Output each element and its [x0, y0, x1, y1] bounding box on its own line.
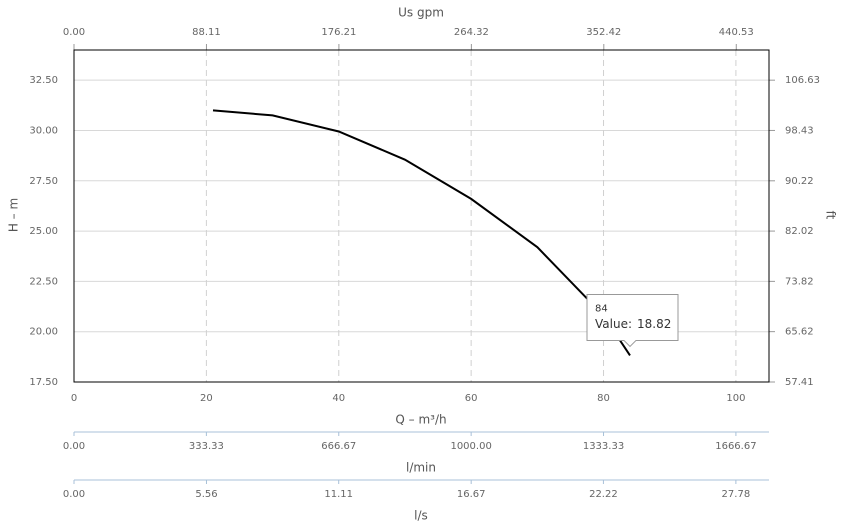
- extra-axis-tick-label: 1666.67: [715, 441, 756, 452]
- x2-tick-label: 88.11: [192, 27, 221, 38]
- x2-tick-label: 264.32: [454, 27, 489, 38]
- y2-axis-title: ft: [824, 211, 838, 220]
- y-tick-label: 32.50: [29, 75, 58, 86]
- x-tick-label: 20: [200, 393, 213, 404]
- x2-axis-title: Us gpm: [398, 6, 444, 20]
- x-tick-label: 80: [597, 393, 610, 404]
- extra-axis-tick-label: 0.00: [63, 489, 85, 500]
- extra-axis-title: l/s: [414, 509, 428, 523]
- extra-axis-tick-label: 22.22: [589, 489, 618, 500]
- extra-axis-tick-label: 16.67: [457, 489, 486, 500]
- x2-tick-label: 440.53: [719, 27, 754, 38]
- x-tick-label: 100: [726, 393, 745, 404]
- x-tick-label: 0: [71, 393, 77, 404]
- x-tick-label: 40: [332, 393, 345, 404]
- y2-tick-label: 73.82: [785, 276, 814, 287]
- y2-tick-label: 90.22: [785, 176, 814, 187]
- y-tick-label: 22.50: [29, 276, 58, 287]
- extra-axis-tick-label: 27.78: [722, 489, 751, 500]
- y-tick-label: 27.50: [29, 176, 58, 187]
- tooltip-value: 18.82: [637, 317, 671, 331]
- y-axis-title: H – m: [7, 198, 21, 232]
- y-tick-label: 20.00: [29, 327, 58, 338]
- y2-tick-label: 106.63: [785, 75, 820, 86]
- y2-tick-label: 98.43: [785, 125, 814, 136]
- extra-axis-tick-label: 333.33: [189, 441, 224, 452]
- y2-tick-label: 82.02: [785, 226, 814, 237]
- data-line: [212, 109, 631, 356]
- y-tick-label: 17.50: [29, 377, 58, 388]
- extra-axis-title: l/min: [406, 461, 436, 475]
- extra-axis-tick-label: 1333.33: [583, 441, 624, 452]
- y-tick-label: 30.00: [29, 125, 58, 136]
- y-tick-label: 25.00: [29, 226, 58, 237]
- extra-axis-tick-label: 0.00: [63, 441, 85, 452]
- extra-axis-tick-label: 1000.00: [450, 441, 491, 452]
- tooltip-label: Value:: [595, 317, 632, 331]
- tooltip-box: [586, 293, 679, 348]
- tooltip-x: 84: [595, 303, 608, 314]
- plot-frame: [73, 49, 770, 383]
- extra-axis-tick-label: 666.67: [321, 441, 356, 452]
- x2-tick-label: 0.00: [63, 27, 85, 38]
- x-tick-label: 60: [465, 393, 478, 404]
- x2-tick-label: 176.21: [321, 27, 356, 38]
- y2-tick-label: 65.62: [785, 327, 814, 338]
- x2-tick-label: 352.42: [586, 27, 621, 38]
- extra-axis-tick-label: 11.11: [324, 489, 353, 500]
- y2-tick-label: 57.41: [785, 377, 814, 388]
- x-axis-title: Q – m³/h: [395, 413, 446, 427]
- extra-axis-tick-label: 5.56: [195, 489, 217, 500]
